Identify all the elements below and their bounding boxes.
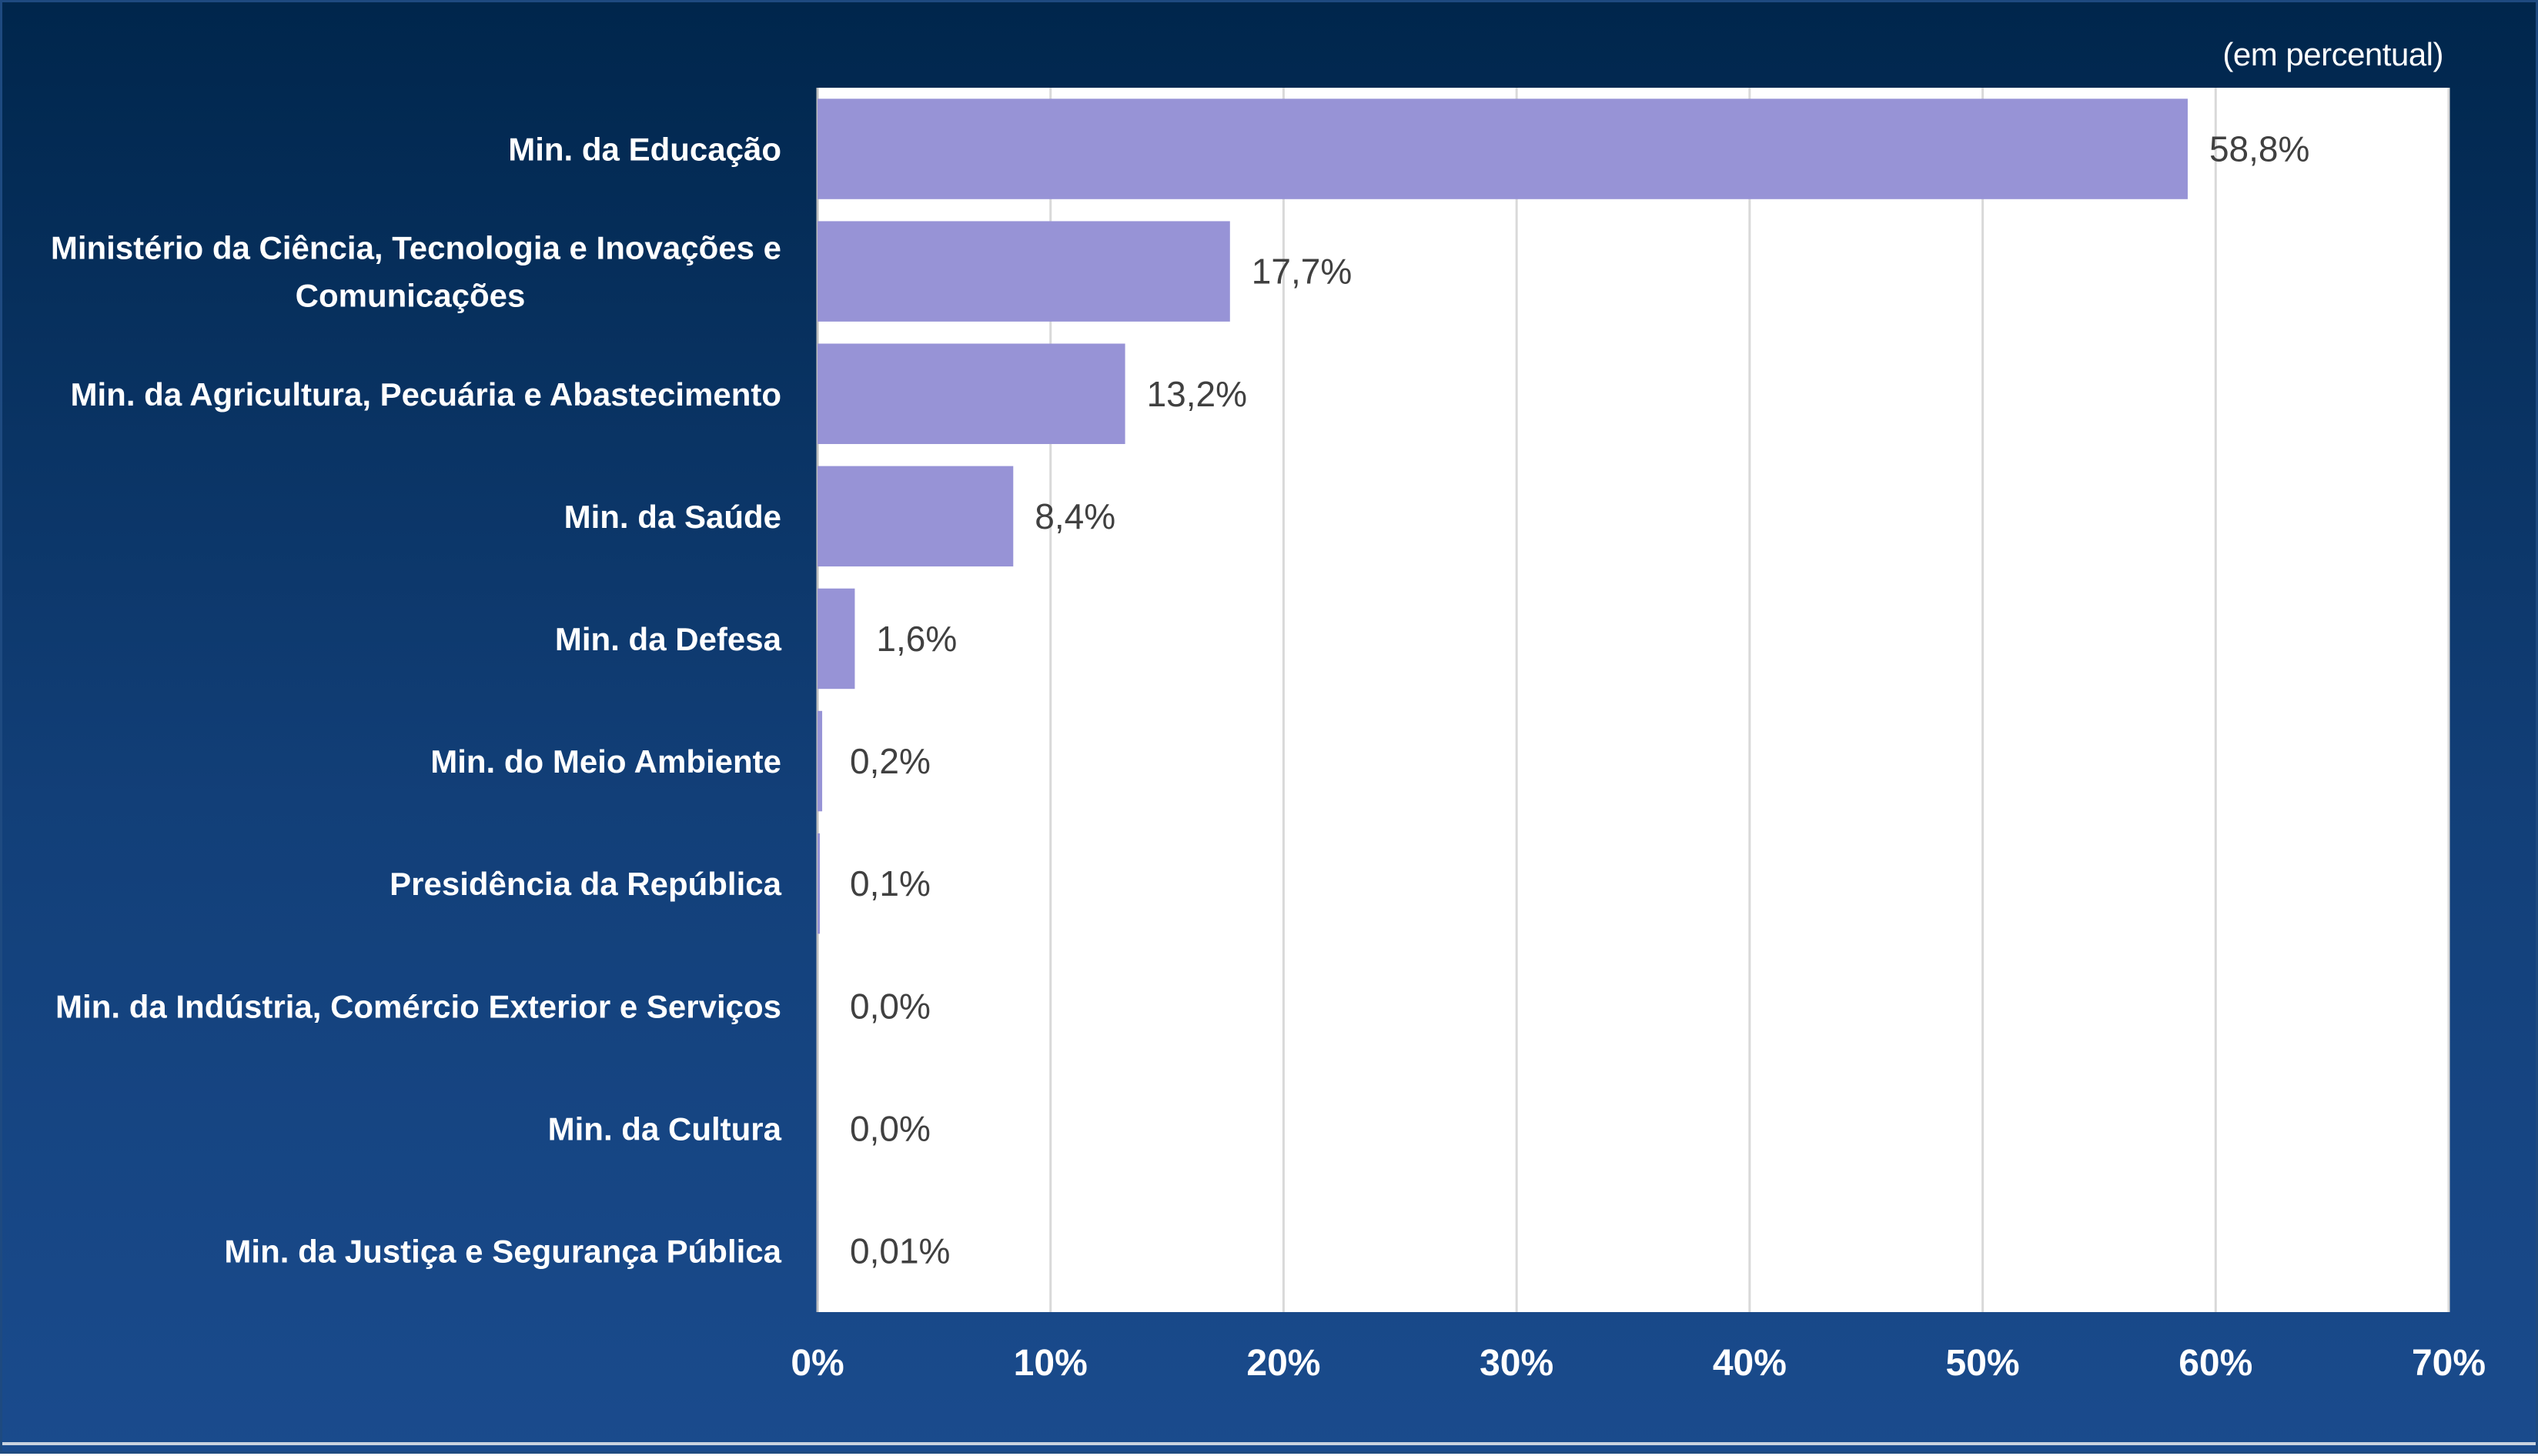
- x-tick-label: 60%: [2179, 1343, 2252, 1384]
- bar: [818, 589, 854, 689]
- x-tick-label: 0%: [791, 1343, 844, 1384]
- category-label: Ministério da Ciência, Tecnologia e Inov…: [51, 230, 781, 266]
- data-label: 17,7%: [1252, 252, 1352, 292]
- category-label: Min. da Indústria, Comércio Exterior e S…: [55, 988, 781, 1024]
- data-label: 1,6%: [876, 619, 957, 659]
- x-tick-label: 10%: [1014, 1343, 1088, 1384]
- bar: [818, 221, 1230, 321]
- bar: [818, 466, 1013, 566]
- x-tick-label: 50%: [1946, 1343, 2020, 1384]
- category-label: Min. da Educação: [508, 132, 781, 168]
- category-label: Min. da Cultura: [548, 1110, 782, 1147]
- bar: [818, 344, 1125, 444]
- data-label: 0,0%: [850, 1108, 931, 1148]
- bar: [818, 711, 822, 811]
- x-tick-label: 30%: [1480, 1343, 1553, 1384]
- category-label: Min. da Saúde: [564, 499, 781, 535]
- x-tick-label: 40%: [1713, 1343, 1787, 1384]
- data-label: 0,0%: [850, 986, 931, 1026]
- data-label: 58,8%: [2209, 129, 2309, 169]
- category-label: Min. da Agricultura, Pecuária e Abasteci…: [71, 376, 781, 412]
- bottom-divider: [2, 1442, 2536, 1445]
- x-tick-label: 20%: [1246, 1343, 1320, 1384]
- category-label: Min. do Meio Ambiente: [430, 743, 781, 780]
- category-label: Presidência da República: [390, 866, 782, 902]
- category-label: Comunicações: [296, 278, 526, 314]
- category-label: Min. da Justiça e Segurança Pública: [224, 1233, 781, 1269]
- data-label: 8,4%: [1035, 496, 1115, 536]
- data-label: 13,2%: [1147, 374, 1247, 414]
- category-label: Min. da Defesa: [555, 621, 782, 657]
- data-label: 0,01%: [850, 1231, 950, 1271]
- bar: [818, 99, 2188, 199]
- bar: [818, 833, 820, 933]
- data-label: 0,1%: [850, 863, 931, 903]
- x-tick-label: 70%: [2412, 1343, 2486, 1384]
- data-label: 0,2%: [850, 741, 931, 781]
